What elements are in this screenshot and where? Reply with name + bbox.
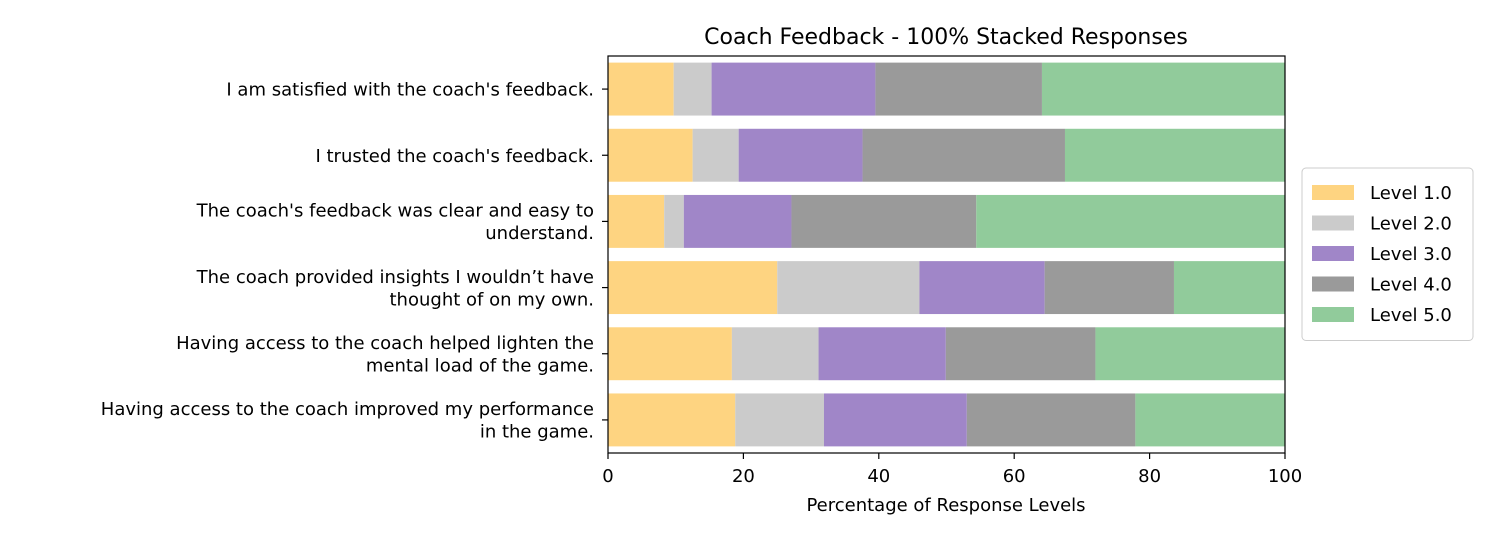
y-tick-label: Having access to the coach helped lighte…	[176, 333, 594, 354]
legend-label: Level 1.0	[1370, 183, 1452, 204]
legend-label: Level 2.0	[1370, 214, 1452, 235]
x-tick-label: 100	[1268, 466, 1302, 487]
bar-segment	[692, 128, 739, 182]
chart-title: Coach Feedback - 100% Stacked Responses	[704, 25, 1188, 50]
y-tick-label: thought of on my own.	[390, 289, 595, 310]
legend-label: Level 3.0	[1370, 244, 1452, 265]
bar-segment	[608, 393, 736, 447]
bar-segment	[664, 194, 684, 248]
bar-segment	[731, 327, 819, 381]
bar-segment	[919, 261, 1045, 315]
bar-segment	[823, 393, 967, 447]
bar-segment	[1135, 393, 1285, 447]
legend-label: Level 5.0	[1370, 305, 1452, 326]
bar-segment	[1064, 128, 1285, 182]
bar-segment	[777, 261, 920, 315]
y-tick-label: Having access to the coach improved my p…	[101, 399, 594, 420]
bar-segment	[1041, 62, 1285, 116]
y-tick-label: I am satisfied with the coach's feedback…	[226, 80, 594, 101]
bar-segment	[875, 62, 1042, 116]
bar-segment	[1095, 327, 1285, 381]
bar-segment	[608, 128, 693, 182]
bar-segment	[683, 194, 792, 248]
legend-swatch	[1312, 276, 1354, 292]
legend-swatch	[1312, 307, 1354, 322]
legend-frame	[1301, 167, 1474, 341]
legend-swatch	[1312, 185, 1354, 200]
y-tick-label: The coach's feedback was clear and easy …	[196, 201, 594, 222]
bar-segment	[608, 194, 665, 248]
y-axis: I am satisfied with the coach's feedback…	[101, 80, 608, 443]
bar-segment	[608, 261, 778, 315]
bar-segment	[791, 194, 977, 248]
bar-segment	[818, 327, 946, 381]
legend-swatch	[1312, 215, 1354, 231]
x-tick-label: 20	[732, 466, 755, 487]
bar-segment	[1173, 261, 1285, 315]
plot-frame	[607, 55, 1286, 454]
bar-segment	[976, 194, 1285, 248]
bar-segment	[966, 393, 1136, 447]
y-tick-label: The coach provided insights I wouldn’t h…	[196, 267, 594, 288]
y-tick-label: mental load of the game.	[366, 356, 594, 377]
legend: Level 1.0 Level 2.0 Level 3.0 Level 4.0 Leve…	[1301, 167, 1474, 341]
bar-segments	[608, 62, 1285, 447]
x-tick-label: 0	[602, 466, 613, 487]
y-tick-label: understand.	[485, 223, 594, 244]
bar-segment	[945, 327, 1096, 381]
bar-segment	[738, 128, 863, 182]
bar-segment	[608, 62, 674, 116]
legend-swatch	[1312, 246, 1354, 261]
x-axis-label: Percentage of Response Levels	[806, 495, 1085, 516]
bar-segment	[711, 62, 876, 116]
x-tick-label: 40	[867, 466, 890, 487]
x-tick-label: 60	[1003, 466, 1026, 487]
legend-label: Level 4.0	[1370, 275, 1452, 296]
x-axis: 0 20 40 60 80 100	[602, 453, 1302, 487]
bar-segment	[673, 62, 712, 116]
y-tick-label: I trusted the coach's feedback.	[315, 146, 594, 167]
x-tick-label: 80	[1138, 466, 1161, 487]
bar-segment	[608, 327, 732, 381]
y-tick-label: in the game.	[480, 422, 594, 443]
bar-segment	[735, 393, 824, 447]
bar-segment	[1044, 261, 1174, 315]
bar-segment	[862, 128, 1065, 182]
